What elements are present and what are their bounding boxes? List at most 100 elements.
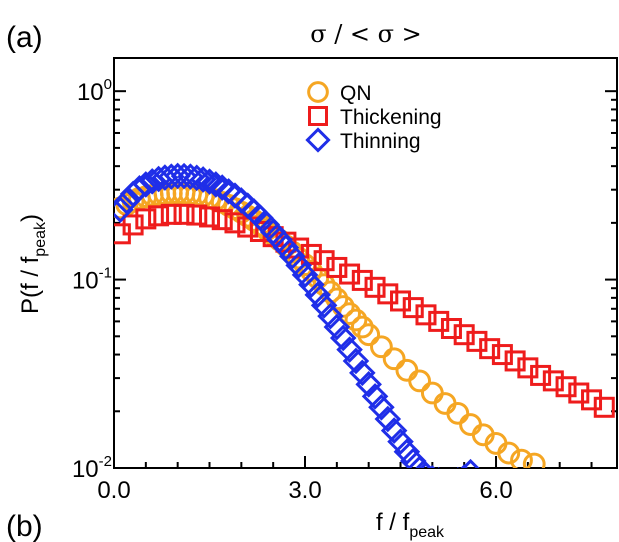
data-point-thickening [148, 205, 170, 227]
data-point-thinning [437, 467, 440, 468]
data-point-thinning [208, 174, 236, 201]
data-point-thinning [114, 188, 141, 215]
y-axis-label: P(f / fpeak) [17, 214, 49, 314]
data-point-thickening [555, 376, 577, 398]
y-tick-label: 100 [77, 76, 112, 106]
series-layer [114, 162, 615, 492]
data-point-thinning [298, 271, 325, 298]
data-point-thinning [323, 313, 351, 341]
data-point-thickening [224, 212, 246, 234]
data-point-thickening [491, 344, 513, 366]
x-tick-label: 6.0 [479, 477, 512, 504]
data-point-thinning [361, 383, 389, 410]
data-point-thinning [380, 417, 408, 444]
data-point-thinning [460, 464, 468, 468]
data-point-thickening [173, 203, 195, 225]
data-point-thickening [351, 269, 373, 291]
data-point-thickening [428, 310, 450, 332]
data-point-thinning [393, 438, 421, 466]
data-point-thinning [355, 371, 382, 398]
data-point-thinning [434, 470, 456, 492]
data-point-thinning [429, 465, 436, 468]
data-point-thickening [135, 208, 157, 230]
panel-label-a: (a) [6, 21, 43, 54]
data-point-thickening [211, 209, 233, 231]
y-tick-label: 10-2 [72, 453, 112, 483]
data-point-thickening [453, 324, 475, 346]
data-point-qn [370, 335, 393, 359]
data-point-thinning [278, 242, 306, 270]
data-point-qn [395, 358, 419, 382]
data-point-thinning [368, 394, 395, 421]
data-point-thickening [313, 250, 335, 272]
data-point-thickening [479, 338, 501, 360]
data-point-thinning [374, 405, 402, 433]
data-point-thickening [568, 382, 590, 404]
data-point-thickening [593, 396, 615, 418]
data-point-thickening [402, 297, 424, 319]
data-point-thickening [160, 203, 182, 225]
data-point-thickening [504, 350, 526, 372]
data-point-qn [357, 323, 381, 347]
data-point-thickening [581, 389, 603, 411]
data-point-thickening [377, 283, 399, 305]
x-axis-label: f / fpeak [376, 509, 445, 541]
data-point-thinning [196, 168, 223, 195]
data-point-thickening [364, 276, 386, 298]
data-point-thickening [326, 256, 348, 278]
data-point-qn [408, 369, 432, 393]
data-point-thickening [186, 204, 208, 226]
plot-frame [113, 57, 618, 469]
data-point-thinning [440, 470, 462, 492]
data-point-thinning [456, 467, 459, 468]
data-point-thinning [272, 234, 300, 261]
legend-label-thickening: Thickening [340, 106, 442, 129]
data-point-thickening [199, 206, 221, 228]
data-point-qn [433, 392, 457, 415]
y-tick-label: 10-1 [72, 265, 112, 295]
x-tick-label: 3.0 [288, 477, 321, 504]
data-point-qn [344, 308, 368, 332]
legend-marker-qn [307, 81, 329, 103]
data-point-qn [510, 448, 533, 468]
data-point-qn [446, 401, 470, 425]
data-point-qn [497, 441, 521, 465]
data-point-thickening [390, 290, 412, 312]
x-tick-label: 0.0 [97, 477, 130, 504]
data-point-thinning [291, 261, 319, 289]
data-point-thinning [342, 347, 370, 375]
data-point-qn [382, 347, 406, 371]
data-point-thinning [132, 171, 160, 198]
data-point-thickening [339, 263, 361, 285]
tick-labels: 0.0 3.0 6.0 100 10-1 10-2 [72, 76, 513, 504]
data-point-qn [522, 452, 546, 468]
data-point-thinning [349, 359, 376, 387]
data-point-thinning [202, 171, 230, 198]
data-point-thinning [114, 196, 134, 223]
data-point-thickening [542, 370, 564, 392]
svg-text:P(f / fpeak): P(f / fpeak) [17, 214, 49, 314]
legend-marker-thinning [305, 127, 331, 153]
data-point-thinning [285, 252, 312, 279]
data-point-thinning [329, 324, 357, 352]
data-point-thickening [440, 318, 462, 340]
data-point-thickening [122, 214, 144, 236]
chart-title: σ / < σ > [310, 20, 422, 48]
data-point-thinning [317, 302, 344, 330]
legend-marker-thickening [308, 106, 328, 126]
svg-text:f / fpeak: f / fpeak [376, 509, 445, 541]
data-point-thinning [304, 281, 332, 309]
data-point-thinning [126, 175, 153, 202]
data-point-thinning [189, 166, 217, 193]
series-thinning [114, 162, 480, 492]
data-point-thickening [466, 330, 488, 352]
data-point-thickening [415, 304, 437, 326]
data-point-qn [420, 381, 444, 405]
data-point-thinning [336, 336, 363, 363]
data-point-thinning [310, 292, 338, 319]
data-point-thinning [158, 163, 185, 190]
legend-label-qn: QN [340, 82, 372, 105]
legend-label-thinning: Thinning [340, 130, 421, 153]
